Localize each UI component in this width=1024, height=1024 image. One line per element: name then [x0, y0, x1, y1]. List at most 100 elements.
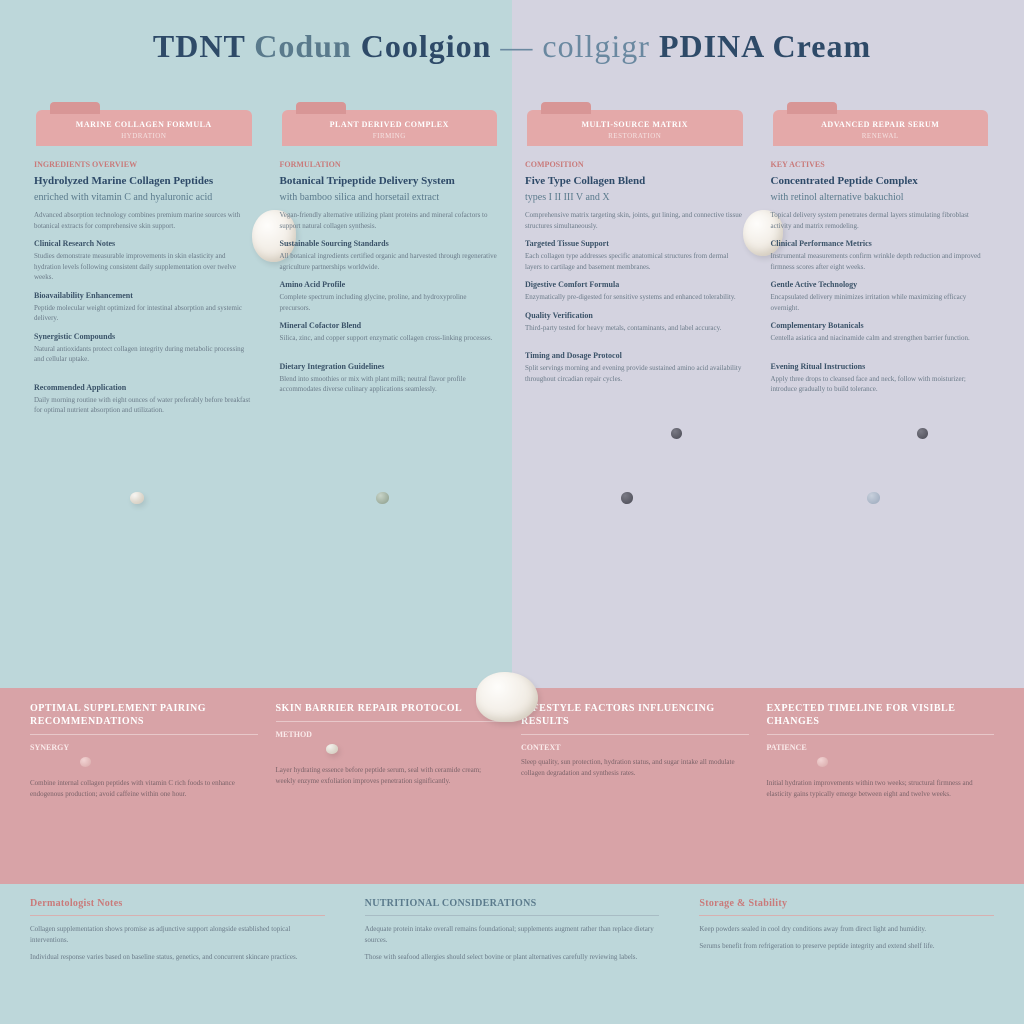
- footer-text: Blend into smoothies or mix with plant m…: [280, 374, 500, 395]
- bottom-column-2: Storage & Stability Keep powders sealed …: [699, 898, 994, 1010]
- footer-heading: Recommended Application: [34, 383, 254, 392]
- subsection-heading: Digestive Comfort Formula: [525, 280, 745, 289]
- section-label: INGREDIENTS OVERVIEW: [34, 160, 254, 169]
- cream-blob-icon: [326, 744, 338, 754]
- band-label: PATIENCE: [767, 743, 995, 752]
- subsection-text: Each collagen type addresses specific an…: [525, 251, 745, 272]
- column-body: KEY ACTIVES Concentrated Peptide Complex…: [767, 146, 995, 403]
- band-column-0: OPTIMAL SUPPLEMENT PAIRING RECOMMENDATIO…: [30, 702, 258, 870]
- subsection-text: All botanical ingredients certified orga…: [280, 251, 500, 272]
- bottom-rule: [30, 915, 325, 916]
- cream-blob-icon: [476, 672, 538, 722]
- column-body-text: Vegan-friendly alternative utilizing pla…: [280, 210, 500, 231]
- bottom-column-0: Dermatologist Notes Collagen supplementa…: [30, 898, 325, 1010]
- band-text: Combine internal collagen peptides with …: [30, 778, 258, 799]
- title-word-5: PDINA: [659, 28, 764, 64]
- band-column-3: EXPECTED TIMELINE FOR VISIBLE CHANGES PA…: [767, 702, 995, 870]
- subsection-text: Peptide molecular weight optimized for i…: [34, 303, 254, 324]
- tab-sub-label: HYDRATION: [44, 132, 244, 140]
- footer-heading: Timing and Dosage Protocol: [525, 351, 745, 360]
- product-column-0: MARINE COLLAGEN FORMULA HYDRATION INGRED…: [30, 110, 258, 424]
- column-tab: ADVANCED REPAIR SERUM RENEWAL: [773, 110, 989, 146]
- band-title: OPTIMAL SUPPLEMENT PAIRING RECOMMENDATIO…: [30, 702, 258, 728]
- bottom-rule: [699, 915, 994, 916]
- cream-blob-icon: [130, 492, 144, 504]
- footer-text: Daily morning routine with eight ounces …: [34, 395, 254, 416]
- subsection-text: Enzymatically pre-digested for sensitive…: [525, 292, 745, 303]
- subsection-text: Studies demonstrate measurable improveme…: [34, 251, 254, 283]
- band-rule: [767, 734, 995, 735]
- band-title: LIFESTYLE FACTORS INFLUENCING RESULTS: [521, 702, 749, 728]
- section-label: COMPOSITION: [525, 160, 745, 169]
- column-row: MARINE COLLAGEN FORMULA HYDRATION INGRED…: [0, 110, 1024, 424]
- section-label: KEY ACTIVES: [771, 160, 991, 169]
- column-heading: Hydrolyzed Marine Collagen Peptides: [34, 174, 254, 189]
- dark-blob-icon: [917, 428, 928, 439]
- column-body-text: Comprehensive matrix targeting skin, joi…: [525, 210, 745, 231]
- column-body-text: Topical delivery system penetrates derma…: [771, 210, 991, 231]
- bottom-column-1: NUTRITIONAL CONSIDERATIONS Adequate prot…: [365, 898, 660, 1010]
- subsection-heading: Complementary Botanicals: [771, 321, 991, 330]
- product-column-2: MULTI-SOURCE MATRIX RESTORATION COMPOSIT…: [521, 110, 749, 424]
- title-word-3: Coolgion: [361, 28, 492, 64]
- dark-blob-icon: [671, 428, 682, 439]
- subsection-heading: Synergistic Compounds: [34, 332, 254, 341]
- footer-heading: Dietary Integration Guidelines: [280, 362, 500, 371]
- column-subheading: enriched with vitamin C and hyaluronic a…: [34, 191, 254, 205]
- title-dash: —: [500, 28, 533, 64]
- bottom-text: Adequate protein intake overall remains …: [365, 924, 660, 946]
- dark-blob-icon: [621, 492, 633, 504]
- subsection-text: Complete spectrum including glycine, pro…: [280, 292, 500, 313]
- title-word-6: Cream: [773, 28, 872, 64]
- section-label: FORMULATION: [280, 160, 500, 169]
- subsection-text: Silica, zinc, and copper support enzymat…: [280, 333, 500, 344]
- column-heading: Botanical Tripeptide Delivery System: [280, 174, 500, 189]
- footer-text: Apply three drops to cleansed face and n…: [771, 374, 991, 395]
- infographic-page: TDNT Codun Coolgion — collgigr PDINA Cre…: [0, 0, 1024, 1024]
- band-title: SKIN BARRIER REPAIR PROTOCOL: [276, 702, 504, 715]
- product-column-3: ADVANCED REPAIR SERUM RENEWAL KEY ACTIVE…: [767, 110, 995, 424]
- column-subheading: types I II III V and X: [525, 191, 745, 205]
- band-text: Sleep quality, sun protection, hydration…: [521, 757, 749, 778]
- bottom-text: Collagen supplementation shows promise a…: [30, 924, 325, 946]
- product-column-1: PLANT DERIVED COMPLEX FIRMING FORMULATIO…: [276, 110, 504, 424]
- bottom-text: Keep powders sealed in cool dry conditio…: [699, 924, 994, 935]
- bottom-text: Individual response varies based on base…: [30, 952, 325, 963]
- subsection-text: Third-party tested for heavy metals, con…: [525, 323, 745, 334]
- green-blob-icon: [376, 492, 389, 504]
- subsection-heading: Bioavailability Enhancement: [34, 291, 254, 300]
- column-heading: Concentrated Peptide Complex: [771, 174, 991, 189]
- upper-section: TDNT Codun Coolgion — collgigr PDINA Cre…: [0, 0, 1024, 688]
- column-body-text: Advanced absorption technology combines …: [34, 210, 254, 231]
- bottom-rule: [365, 915, 660, 916]
- column-tab: MULTI-SOURCE MATRIX RESTORATION: [527, 110, 743, 146]
- title-word-2: Codun: [254, 28, 352, 64]
- column-subheading: with bamboo silica and horsetail extract: [280, 191, 500, 205]
- bottom-title: Dermatologist Notes: [30, 898, 325, 909]
- band-label: SYNERGY: [30, 743, 258, 752]
- tab-main-label: MARINE COLLAGEN FORMULA: [44, 120, 244, 129]
- tab-sub-label: RESTORATION: [535, 132, 735, 140]
- subsection-heading: Clinical Research Notes: [34, 239, 254, 248]
- title-word-4: collgigr: [542, 28, 650, 64]
- tab-main-label: MULTI-SOURCE MATRIX: [535, 120, 735, 129]
- bottom-title: Storage & Stability: [699, 898, 994, 909]
- subsection-heading: Quality Verification: [525, 311, 745, 320]
- band-column-2: LIFESTYLE FACTORS INFLUENCING RESULTS CO…: [521, 702, 749, 870]
- subsection-heading: Mineral Cofactor Blend: [280, 321, 500, 330]
- bottom-text: Serums benefit from refrigeration to pre…: [699, 941, 994, 952]
- band-rule: [521, 734, 749, 735]
- band-text: Layer hydrating essence before peptide s…: [276, 765, 504, 786]
- pink-band-section: OPTIMAL SUPPLEMENT PAIRING RECOMMENDATIO…: [0, 688, 1024, 884]
- pink-blob-icon: [80, 757, 91, 767]
- page-header: TDNT Codun Coolgion — collgigr PDINA Cre…: [0, 0, 1024, 83]
- band-title: EXPECTED TIMELINE FOR VISIBLE CHANGES: [767, 702, 995, 728]
- bottom-title: NUTRITIONAL CONSIDERATIONS: [365, 898, 660, 909]
- band-rule: [30, 734, 258, 735]
- tab-sub-label: RENEWAL: [781, 132, 981, 140]
- column-subheading: with retinol alternative bakuchiol: [771, 191, 991, 205]
- bottom-text: Those with seafood allergies should sele…: [365, 952, 660, 963]
- subsection-heading: Clinical Performance Metrics: [771, 239, 991, 248]
- column-heading: Five Type Collagen Blend: [525, 174, 745, 189]
- subsection-heading: Sustainable Sourcing Standards: [280, 239, 500, 248]
